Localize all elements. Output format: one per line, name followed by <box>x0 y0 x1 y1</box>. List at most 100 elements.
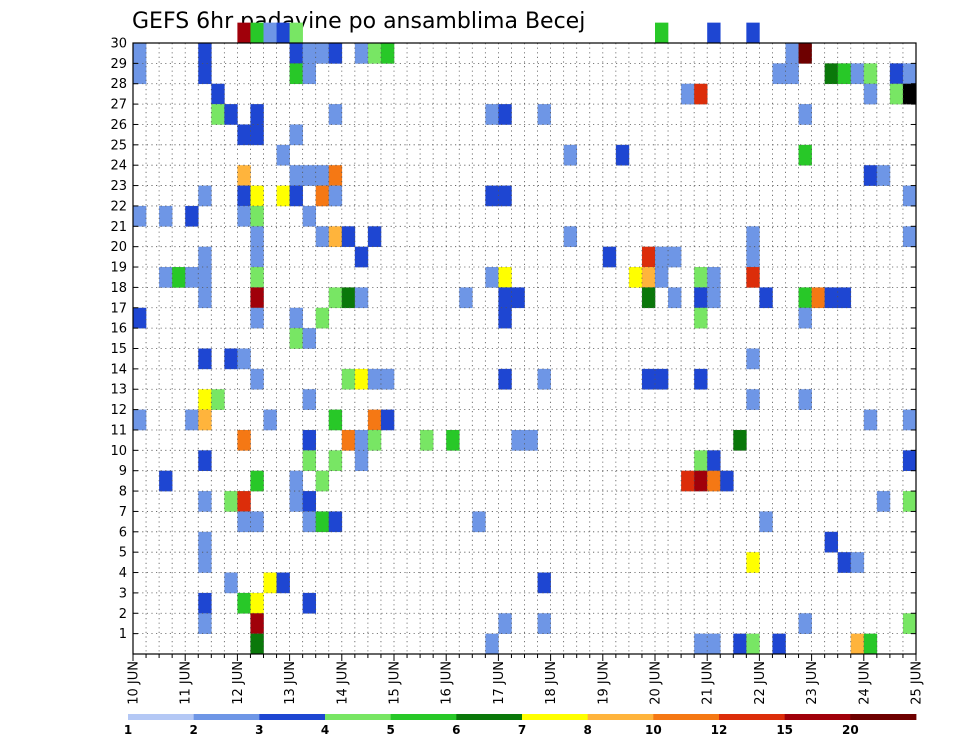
precip-cell <box>198 63 212 85</box>
precip-cell <box>302 450 316 471</box>
precip-cell <box>276 185 290 207</box>
precip-cell <box>198 592 212 614</box>
chart-title: GEFS 6hr padavine po ansamblima Becej <box>132 9 585 34</box>
precip-cell <box>837 63 852 85</box>
precip-cell <box>224 491 238 512</box>
y-axis-ticks: 1234567891011121314151617181920212223242… <box>110 37 916 642</box>
precip-cell <box>328 287 343 309</box>
precip-cell <box>250 307 264 329</box>
precip-cell <box>694 307 708 329</box>
precip-cell <box>655 246 669 268</box>
precip-cell <box>811 287 825 309</box>
precip-cell <box>133 43 147 64</box>
precip-cell <box>837 287 852 309</box>
y-tick-label: 24 <box>110 159 127 174</box>
precip-cell <box>159 470 173 492</box>
precip-cell <box>250 470 264 492</box>
y-tick-label: 28 <box>110 77 127 92</box>
precip-cell <box>302 63 316 85</box>
precip-cell <box>733 429 747 451</box>
precip-cell <box>198 409 212 431</box>
y-tick-label: 23 <box>110 179 127 194</box>
precip-cell <box>641 267 656 288</box>
precip-cell <box>289 491 303 512</box>
precip-cell <box>655 267 669 288</box>
precip-cell <box>263 409 277 431</box>
colorbar-swatch <box>128 714 195 720</box>
precip-cell <box>263 572 277 594</box>
x-tick-label: 23 JUN <box>805 661 820 705</box>
precip-cell <box>798 613 812 634</box>
precip-cell <box>302 43 316 64</box>
precip-cell <box>328 450 343 471</box>
precip-cell <box>250 267 264 288</box>
precip-cell <box>302 328 316 349</box>
precip-cell <box>133 409 147 431</box>
precip-cell <box>250 104 264 125</box>
precip-cell <box>289 165 303 186</box>
colorbar-label: 10 <box>645 723 662 737</box>
precip-cell <box>563 144 577 166</box>
precip-cell <box>341 287 356 309</box>
precip-cell <box>198 491 212 512</box>
precip-cell <box>367 368 382 390</box>
precip-cell <box>289 124 303 146</box>
y-tick-label: 30 <box>110 37 127 52</box>
x-axis-ticks: 10 JUN 11 JUN 12 JUN 13 JUN 14 JUN 15 JUN 16 J… <box>127 654 925 705</box>
precip-cell <box>289 470 303 492</box>
precip-cell <box>498 185 512 207</box>
precip-cell <box>198 531 212 553</box>
precip-cell <box>850 552 865 573</box>
precip-cells <box>133 22 917 655</box>
colorbar-label: 8 <box>583 723 591 737</box>
precip-cell <box>876 491 891 512</box>
colorbar-swatch <box>456 714 523 720</box>
precip-cell <box>354 246 369 268</box>
precip-cell <box>237 185 251 207</box>
y-tick-label: 12 <box>110 403 127 418</box>
y-tick-label: 26 <box>110 118 127 133</box>
precip-cell <box>420 429 434 451</box>
precip-cell <box>328 104 343 125</box>
precip-cell <box>198 450 212 471</box>
precip-cell <box>289 43 303 64</box>
colorbar-swatch <box>325 714 392 720</box>
precip-cell <box>472 511 486 533</box>
precip-cell <box>798 144 812 166</box>
y-tick-label: 2 <box>119 607 127 622</box>
precip-cell <box>289 22 303 44</box>
precip-cell <box>354 429 369 451</box>
precip-cell <box>772 63 786 85</box>
dotted-grid <box>133 43 916 654</box>
precip-cell <box>798 43 812 64</box>
precip-cell <box>237 165 251 186</box>
precip-cell <box>863 83 878 105</box>
precip-cell <box>172 267 186 288</box>
precip-cell <box>681 470 695 492</box>
precip-cell <box>341 429 356 451</box>
precip-cell <box>537 104 551 125</box>
precip-cell <box>863 409 878 431</box>
y-tick-label: 20 <box>110 240 127 255</box>
precip-cell <box>563 226 577 247</box>
y-tick-label: 29 <box>110 57 127 72</box>
colorbar-label: 2 <box>189 723 197 737</box>
precip-cell <box>746 267 760 288</box>
precip-cell <box>498 368 512 390</box>
precip-cell <box>876 165 891 186</box>
precip-cell <box>902 63 917 85</box>
precip-cell <box>289 307 303 329</box>
x-tick-label: 11 JUN <box>179 661 194 705</box>
precip-cell <box>237 592 251 614</box>
precip-cell <box>798 389 812 410</box>
colorbar-swatch <box>850 714 917 720</box>
precip-cell <box>668 287 682 309</box>
precip-cell <box>237 124 251 146</box>
precip-cell <box>837 552 852 573</box>
precip-cell <box>237 205 251 227</box>
precip-cell <box>380 43 395 64</box>
y-tick-label: 27 <box>110 98 127 113</box>
precip-cell <box>798 287 812 309</box>
precip-cell <box>694 287 708 309</box>
precip-cell <box>302 165 316 186</box>
